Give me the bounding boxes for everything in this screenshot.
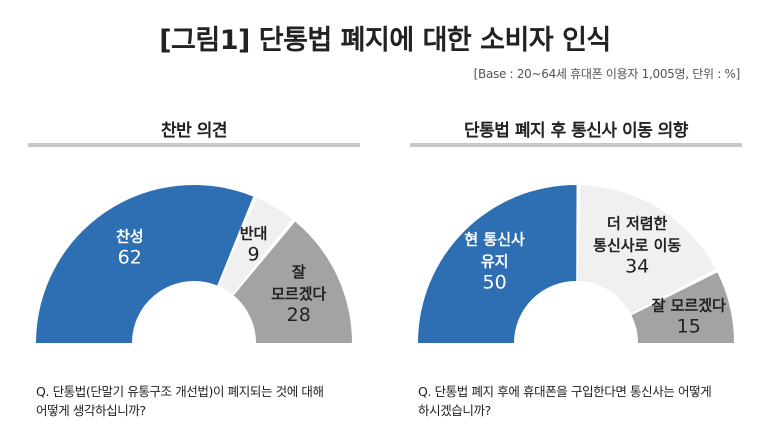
slice-category-label: 더 저렴한 (607, 214, 668, 232)
slice-category-label: 잘 (292, 263, 306, 281)
slice-category-label: 잘 모르겠다 (652, 297, 726, 315)
base-note: [Base : 20~64세 휴대폰 이용자 1,005명, 단위 : %] (473, 67, 741, 81)
panel-divider-left (28, 143, 360, 147)
slice-value-label: 34 (625, 255, 649, 277)
slice-value-label: 50 (483, 271, 507, 293)
donut-slice (418, 185, 577, 343)
slice-category-label: 찬성 (116, 227, 144, 245)
slice-value-label: 9 (248, 243, 260, 265)
question-left: Q. 단통법(단말기 유통구조 개선법)이 폐지되는 것에 대해 어떻게 생각하… (36, 382, 376, 420)
slice-category-label: 통신사로 이동 (593, 236, 681, 254)
slice-value-label: 15 (677, 316, 701, 338)
question-line: 어떻게 생각하십니까? (36, 403, 146, 418)
slice-category-label: 반대 (240, 224, 268, 242)
slice-value-label: 62 (118, 246, 142, 268)
slice-value-label: 28 (287, 304, 311, 326)
donut-slice (233, 221, 352, 343)
slice-category-label: 현 통신사 (464, 230, 525, 248)
question-right: Q. 단통법 폐지 후에 휴대폰을 구입한다면 통신사는 어떻게 하시겠습니까? (418, 382, 758, 420)
donut-slice (36, 184, 254, 343)
donut-slice (577, 185, 716, 314)
page-title: [그림1] 단통법 폐지에 대한 소비자 인식 (159, 25, 611, 56)
question-line: Q. 단통법 폐지 후에 휴대폰을 구입한다면 통신사는 어떻게 (418, 384, 712, 399)
donut-slice (631, 272, 734, 343)
panel-title-left: 찬반 의견 (161, 121, 227, 141)
question-line: 하시겠습니까? (418, 403, 491, 418)
slice-category-label: 유지 (481, 252, 509, 270)
panel-divider-right (410, 143, 742, 147)
panel-title-right: 단통법 폐지 후 통신사 이동 의향 (464, 121, 688, 141)
slice-category-label: 모르겠다 (271, 285, 326, 303)
question-line: Q. 단통법(단말기 유통구조 개선법)이 폐지되는 것에 대해 (36, 384, 324, 399)
donut-slice (218, 198, 293, 295)
